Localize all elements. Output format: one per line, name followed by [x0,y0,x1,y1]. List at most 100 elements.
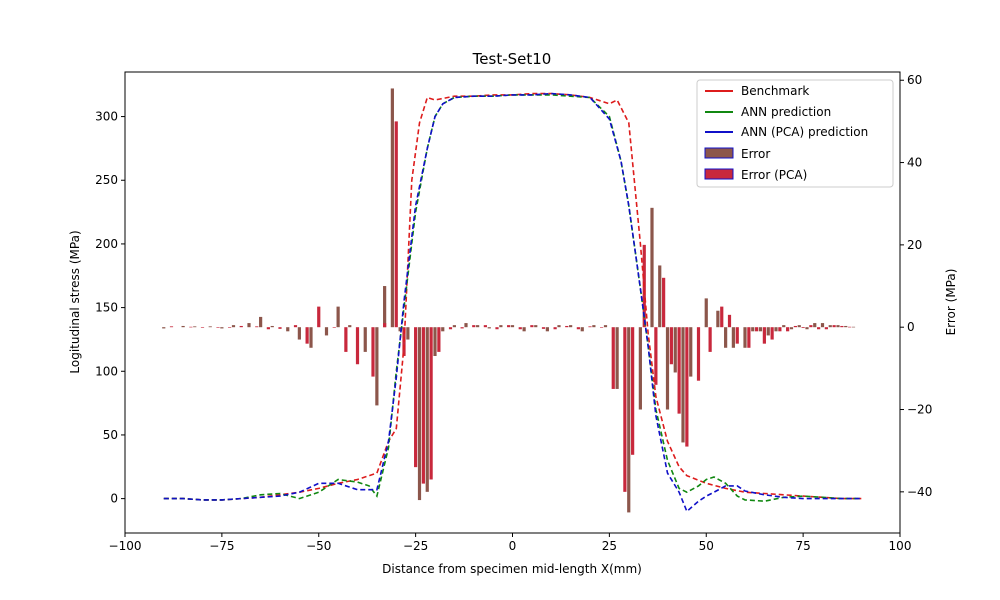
error-bar [851,326,856,328]
error-pca-bar [305,327,309,344]
error-bar [813,323,817,328]
error-bar [297,327,301,340]
error-pca-bar [495,327,499,330]
error-bar [681,327,685,443]
error-pca-bar [472,325,476,328]
error-pca-bar [565,325,569,328]
error-bar [534,325,538,328]
error-pca-bar [631,327,635,455]
error-pca-bar [696,327,701,381]
legend-label-error: Error [741,147,770,161]
error-bar [383,286,387,328]
error-bar [464,323,468,328]
y-tick-label: 100 [95,364,118,378]
error-bar [208,326,212,328]
error-bar [324,327,329,336]
error-bar [758,327,763,332]
error-pca-bar [278,327,282,329]
legend-swatch-error [704,147,734,159]
error-bar [433,327,437,357]
error-bar [286,327,290,332]
y-axis-label: Logitudinal stress (MPa) [68,230,82,373]
error-bar [665,327,670,410]
x-tick-label: −100 [109,539,142,553]
error-bar [638,327,642,410]
error-pca-bar [228,327,232,328]
error-pca-bar [421,327,425,484]
error-pca-bar [708,327,712,352]
y2-tick-label: −20 [907,403,932,417]
error-bar [797,325,801,328]
x-tick-label: −25 [403,539,428,553]
error-pca-bar [266,327,270,330]
error-bar [417,327,422,501]
legend-label-ann-pca: ANN (PCA) prediction [741,125,868,139]
error-pca-bar [611,327,615,389]
error-pca-bar [200,327,205,328]
error-pca-bar [735,327,739,344]
error-bar [743,327,747,348]
error-bar [545,327,549,332]
error-bar [704,298,708,328]
legend-label-ann: ANN prediction [741,105,831,119]
y2-tick-label: 20 [907,238,922,252]
error-pca-bar [239,325,243,328]
error-bar [181,325,185,328]
error-pca-bar [189,326,193,328]
error-bar [406,327,410,340]
error-bar [836,325,840,328]
error-bar [731,327,735,348]
error-pca-bar [747,327,751,348]
error-pca-bar [677,327,681,414]
y-tick-label: 50 [103,428,118,442]
error-bar [363,327,367,352]
legend-swatch-error-pca [704,168,734,180]
error-pca-bar [437,327,441,352]
error-bar [487,327,491,329]
x-axis: −100 −75 −50 −25 0 25 50 75 100 [109,533,911,553]
error-bar [398,327,402,332]
error-bar [569,325,573,328]
error-pca-bar [685,327,689,447]
x-tick-label: 25 [602,539,617,553]
error-bar [348,325,352,328]
error-pca-bars-group [169,121,852,492]
error-bar [425,327,429,492]
y-tick-label: 250 [95,173,118,187]
error-bar [336,306,340,328]
error-pca-bar [169,326,174,328]
error-bar [592,325,596,328]
legend-label-benchmark: Benchmark [741,84,809,98]
error-bar [441,327,445,332]
y2-tick-label: −40 [907,485,932,499]
y-tick-label: 0 [110,492,118,506]
error-bar [270,325,274,328]
error-bar [673,327,677,373]
error-bars-group [162,88,856,513]
error-bar [766,327,770,336]
error-pca-bar [778,327,782,332]
error-bar [309,327,313,348]
error-pca-bar [824,327,828,330]
error-pca-bar [654,327,658,385]
error-bar [510,325,515,328]
error-bar [390,88,394,328]
error-bar [259,316,263,328]
legend-label-error-pca: Error (PCA) [741,168,807,182]
error-pca-bar [355,327,360,365]
error-bar [247,323,251,328]
error-pca-bar [553,327,557,330]
error-bar [220,327,224,329]
error-bar [603,325,608,328]
error-bar [476,325,480,328]
error-bar [231,325,236,328]
error-pca-bar [588,326,592,328]
error-pca-bar [727,314,732,328]
error-bar [499,325,503,328]
error-bar [615,327,619,389]
error-bar [724,327,728,348]
error-pca-bar [832,325,836,328]
error-pca-bar [793,325,797,328]
error-pca-bar [483,325,487,328]
